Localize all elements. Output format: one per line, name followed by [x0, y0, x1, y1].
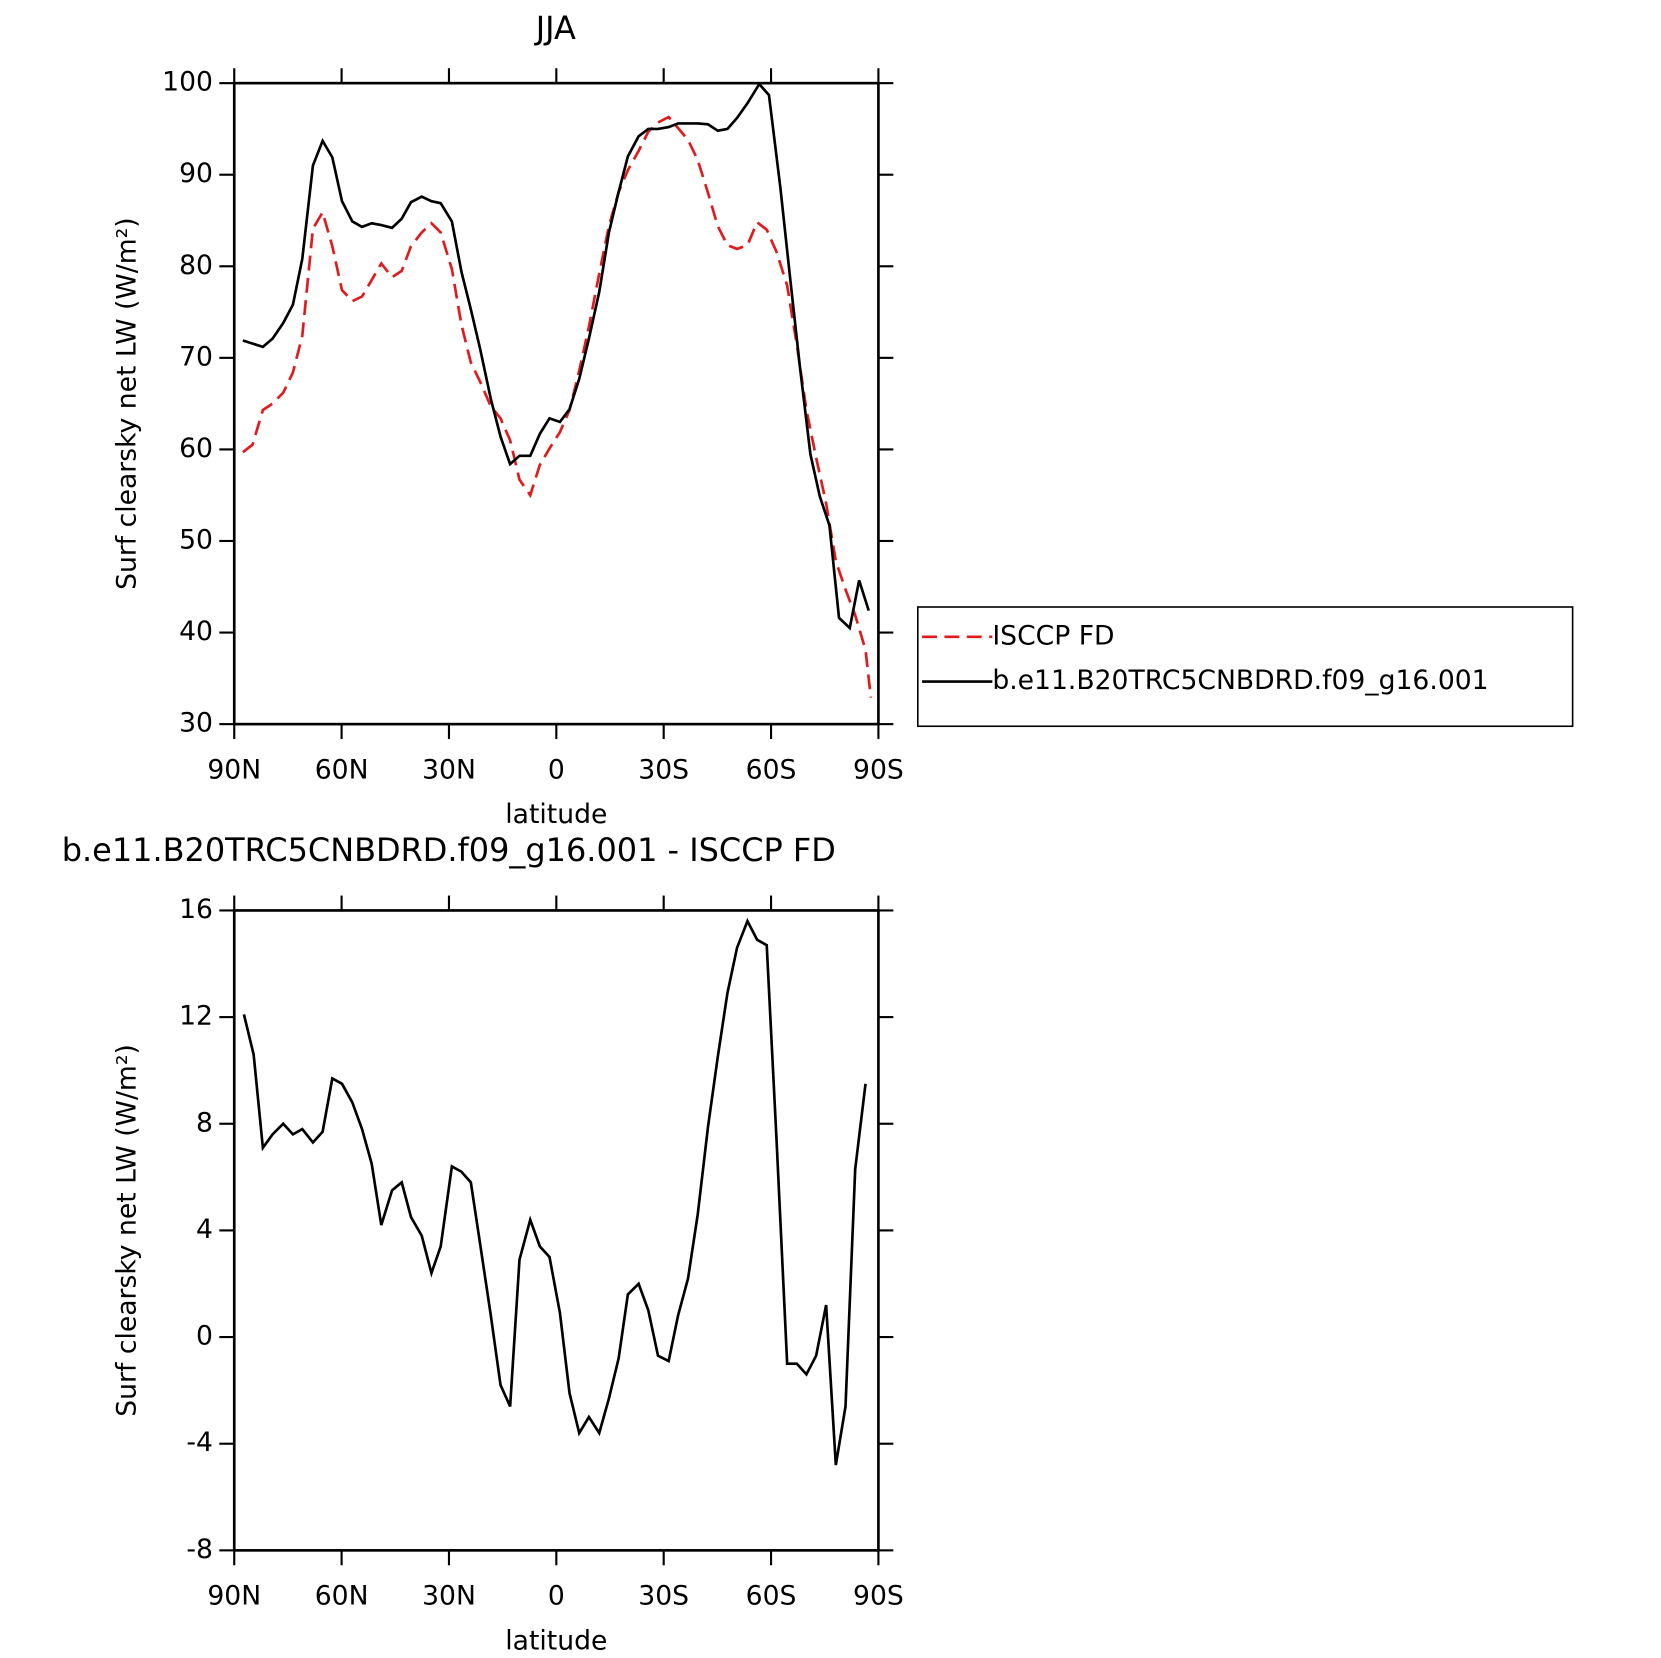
- data-line: [242, 81, 870, 631]
- x-tick-label: 0: [548, 1581, 565, 1612]
- y-tick-label: 90: [179, 158, 213, 189]
- y-tick-label: 4: [196, 1214, 213, 1245]
- legend-label: b.e11.B20TRC5CNBDRD.f09_g16.001: [992, 665, 1488, 696]
- legend-box: [917, 606, 1574, 728]
- x-tick-label: 60S: [746, 754, 797, 785]
- y-tick-label: 80: [179, 250, 213, 281]
- y-tick-label: 30: [179, 708, 213, 739]
- plot-frame: [232, 81, 880, 726]
- y-tick-label: 0: [196, 1321, 213, 1352]
- x-tick-label: 30N: [422, 754, 476, 785]
- x-tick-label: 30N: [422, 1581, 476, 1612]
- y-tick-label: 50: [179, 524, 213, 555]
- y-tick-label: -8: [186, 1534, 213, 1565]
- y-tick-label: 60: [179, 433, 213, 464]
- y-tick-label: 16: [179, 894, 213, 925]
- x-tick-label: 90N: [207, 1581, 261, 1612]
- y-tick-label: 40: [179, 616, 213, 647]
- x-tick-label: 0: [548, 754, 565, 785]
- y-axis-label: Surf clearsky net LW (W/m²): [111, 217, 142, 590]
- y-tick-label: 12: [179, 1001, 213, 1032]
- x-tick-label: 30S: [638, 754, 689, 785]
- data-line: [242, 917, 867, 1466]
- y-axis-label: Surf clearsky net LW (W/m²): [111, 1044, 142, 1417]
- x-axis-label: latitude: [505, 799, 607, 830]
- y-tick-label: 100: [162, 67, 213, 98]
- x-tick-label: 90S: [853, 754, 904, 785]
- data-line: [242, 115, 873, 698]
- y-tick-label: 70: [179, 341, 213, 372]
- x-axis-label: latitude: [505, 1625, 607, 1656]
- x-tick-label: 90N: [207, 754, 261, 785]
- x-tick-label: 90S: [853, 1581, 904, 1612]
- y-tick-label: -4: [186, 1427, 213, 1458]
- chart-title: JJA: [534, 9, 576, 47]
- x-tick-label: 60S: [746, 1581, 797, 1612]
- x-tick-label: 60N: [315, 754, 369, 785]
- legend-label: ISCCP FD: [992, 620, 1114, 651]
- chart-title: b.e11.B20TRC5CNBDRD.f09_g16.001 - ISCCP …: [62, 831, 836, 869]
- x-tick-label: 60N: [315, 1581, 369, 1612]
- y-tick-label: 8: [196, 1107, 213, 1138]
- x-tick-label: 30S: [638, 1581, 689, 1612]
- plot-frame: [232, 909, 880, 1552]
